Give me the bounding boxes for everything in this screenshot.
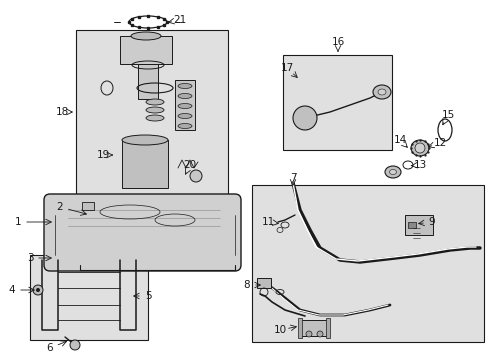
Circle shape bbox=[36, 288, 40, 292]
Circle shape bbox=[305, 331, 311, 337]
Bar bbox=[138, 64, 158, 99]
Text: 12: 12 bbox=[432, 138, 446, 148]
Bar bbox=[251, 185, 483, 342]
Text: 2: 2 bbox=[57, 202, 63, 212]
Bar bbox=[299, 320, 327, 336]
Circle shape bbox=[70, 340, 80, 350]
Ellipse shape bbox=[410, 140, 428, 156]
Text: 4: 4 bbox=[9, 285, 15, 295]
Bar bbox=[76, 30, 227, 195]
Bar bbox=[283, 55, 391, 150]
Circle shape bbox=[316, 331, 323, 337]
Circle shape bbox=[292, 106, 316, 130]
Ellipse shape bbox=[372, 85, 390, 99]
Bar bbox=[257, 278, 270, 288]
Text: 11: 11 bbox=[261, 217, 274, 227]
Text: 18: 18 bbox=[55, 107, 68, 117]
Text: 17: 17 bbox=[280, 63, 293, 73]
Text: 8: 8 bbox=[243, 280, 250, 290]
Text: 6: 6 bbox=[46, 343, 53, 353]
FancyBboxPatch shape bbox=[44, 194, 241, 271]
Ellipse shape bbox=[190, 170, 202, 182]
Text: 10: 10 bbox=[273, 325, 286, 335]
Ellipse shape bbox=[178, 113, 192, 118]
Ellipse shape bbox=[131, 32, 161, 40]
Text: 20: 20 bbox=[183, 160, 196, 170]
Text: 9: 9 bbox=[428, 217, 434, 227]
Ellipse shape bbox=[377, 89, 385, 95]
Text: 16: 16 bbox=[331, 37, 344, 47]
Text: 5: 5 bbox=[144, 291, 151, 301]
Text: 19: 19 bbox=[96, 150, 109, 160]
Bar bbox=[122, 140, 168, 188]
Ellipse shape bbox=[178, 94, 192, 99]
Ellipse shape bbox=[389, 170, 396, 175]
Text: 14: 14 bbox=[392, 135, 406, 145]
Text: 7: 7 bbox=[289, 173, 296, 183]
Text: 21: 21 bbox=[173, 15, 186, 25]
Bar bbox=[120, 36, 172, 64]
Ellipse shape bbox=[146, 99, 163, 105]
Ellipse shape bbox=[384, 166, 400, 178]
Ellipse shape bbox=[146, 115, 163, 121]
Bar bbox=[407, 222, 415, 228]
Bar bbox=[404, 215, 432, 235]
Bar bbox=[297, 318, 302, 338]
Ellipse shape bbox=[178, 104, 192, 108]
Bar bbox=[175, 80, 195, 130]
Text: 15: 15 bbox=[441, 110, 454, 120]
Text: 3: 3 bbox=[27, 253, 33, 263]
Ellipse shape bbox=[146, 107, 163, 113]
Text: 1: 1 bbox=[15, 217, 21, 227]
Circle shape bbox=[414, 143, 424, 153]
Bar bbox=[30, 255, 148, 340]
Ellipse shape bbox=[178, 123, 192, 129]
Bar bbox=[82, 202, 94, 210]
Circle shape bbox=[33, 285, 43, 295]
Bar bbox=[325, 318, 329, 338]
Ellipse shape bbox=[122, 135, 168, 145]
Ellipse shape bbox=[178, 84, 192, 89]
Text: 13: 13 bbox=[412, 160, 426, 170]
